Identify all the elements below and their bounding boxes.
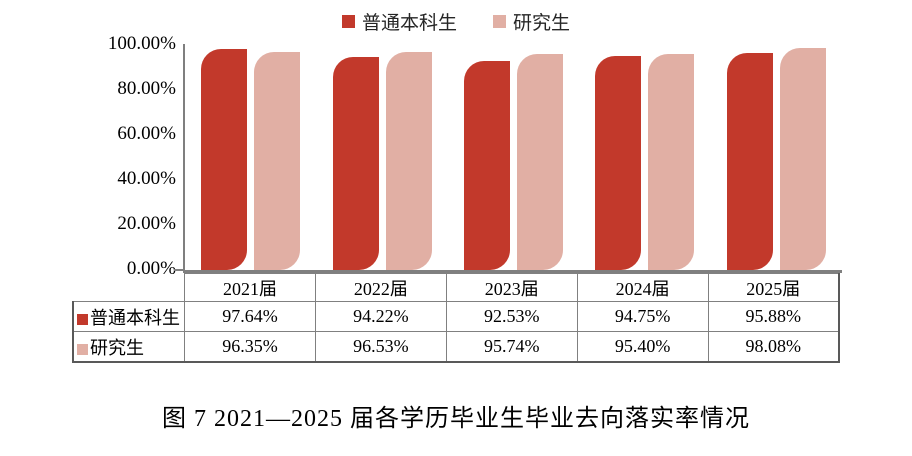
plot-area xyxy=(183,44,842,273)
value-cell: 95.40% xyxy=(576,331,709,363)
row-label: 普通本科生 xyxy=(90,307,180,328)
row-label: 研究生 xyxy=(90,337,144,358)
y-tick-label: 20.00% xyxy=(117,213,176,234)
x-axis-zero-tick-icon xyxy=(174,269,184,271)
value-cell: 96.35% xyxy=(184,331,316,363)
table-row: 普通本科生 97.64% 94.22% 92.53% 94.75% 95.88% xyxy=(72,301,840,332)
value-cell: 95.88% xyxy=(707,301,840,332)
table-row: 研究生 96.35% 96.53% 95.74% 95.40% 98.08% xyxy=(72,331,840,363)
value-cell: 95.74% xyxy=(445,331,578,363)
chart-bar xyxy=(595,55,642,270)
y-tick-label: 40.00% xyxy=(117,168,176,189)
legend-swatch-icon xyxy=(493,14,506,28)
legend-swatch-icon xyxy=(341,14,355,28)
legend-item: 研究生 xyxy=(493,8,570,35)
value-cell: 96.53% xyxy=(314,331,447,363)
value-cell: 97.64% xyxy=(184,301,316,332)
y-tick-label: 100.00% xyxy=(107,33,176,54)
value-cell: 98.08% xyxy=(707,331,840,363)
y-tick-label: 0.00% xyxy=(126,258,176,279)
table-year-row: 2021届 2022届 2023届 2024届 2025届 xyxy=(73,273,840,302)
table-corner-blank xyxy=(73,274,185,302)
chart-legend: 普通本科生 研究生 xyxy=(0,8,912,34)
y-tick-label: 80.00% xyxy=(117,78,176,99)
year-header-cell: 2022届 xyxy=(314,273,447,302)
chart-bar xyxy=(254,52,301,270)
chart-bar xyxy=(201,49,248,270)
legend-label: 研究生 xyxy=(513,12,571,34)
year-header-cell: 2021届 xyxy=(184,273,316,302)
chart-bar xyxy=(464,60,510,270)
chart-bar xyxy=(385,51,432,270)
legend-label: 普通本科生 xyxy=(361,12,457,34)
chart-bar xyxy=(648,54,695,270)
value-cell: 94.75% xyxy=(576,301,709,332)
row-label-cell: 普通本科生 xyxy=(72,301,185,332)
data-table-body: 2021届 2022届 2023届 2024届 2025届 普通本科生 97.64% 94.2… xyxy=(72,273,840,363)
year-header-cell: 2023届 xyxy=(445,273,578,302)
y-tick-label: 60.00% xyxy=(117,123,176,144)
chart-bar xyxy=(779,48,826,270)
figure-caption: 图 7 2021—2025 届各学历毕业生毕业去向落实率情况 xyxy=(162,406,750,432)
legend-item: 普通本科生 xyxy=(341,8,457,35)
year-header-cell: 2025届 xyxy=(707,273,840,302)
row-label-cell: 研究生 xyxy=(72,331,185,363)
row-legend-chip-icon xyxy=(77,343,88,355)
value-cell: 92.53% xyxy=(445,301,578,332)
data-table: 2021届 2022届 2023届 2024届 2025届 普通本科生 97.64% 94.2… xyxy=(72,273,840,363)
year-header-cell: 2024届 xyxy=(576,273,709,302)
chart-bar xyxy=(726,53,773,270)
row-legend-chip-icon xyxy=(77,313,88,325)
value-cell: 94.22% xyxy=(314,301,447,332)
chart-bar xyxy=(517,53,563,270)
chart-bar xyxy=(332,57,379,270)
